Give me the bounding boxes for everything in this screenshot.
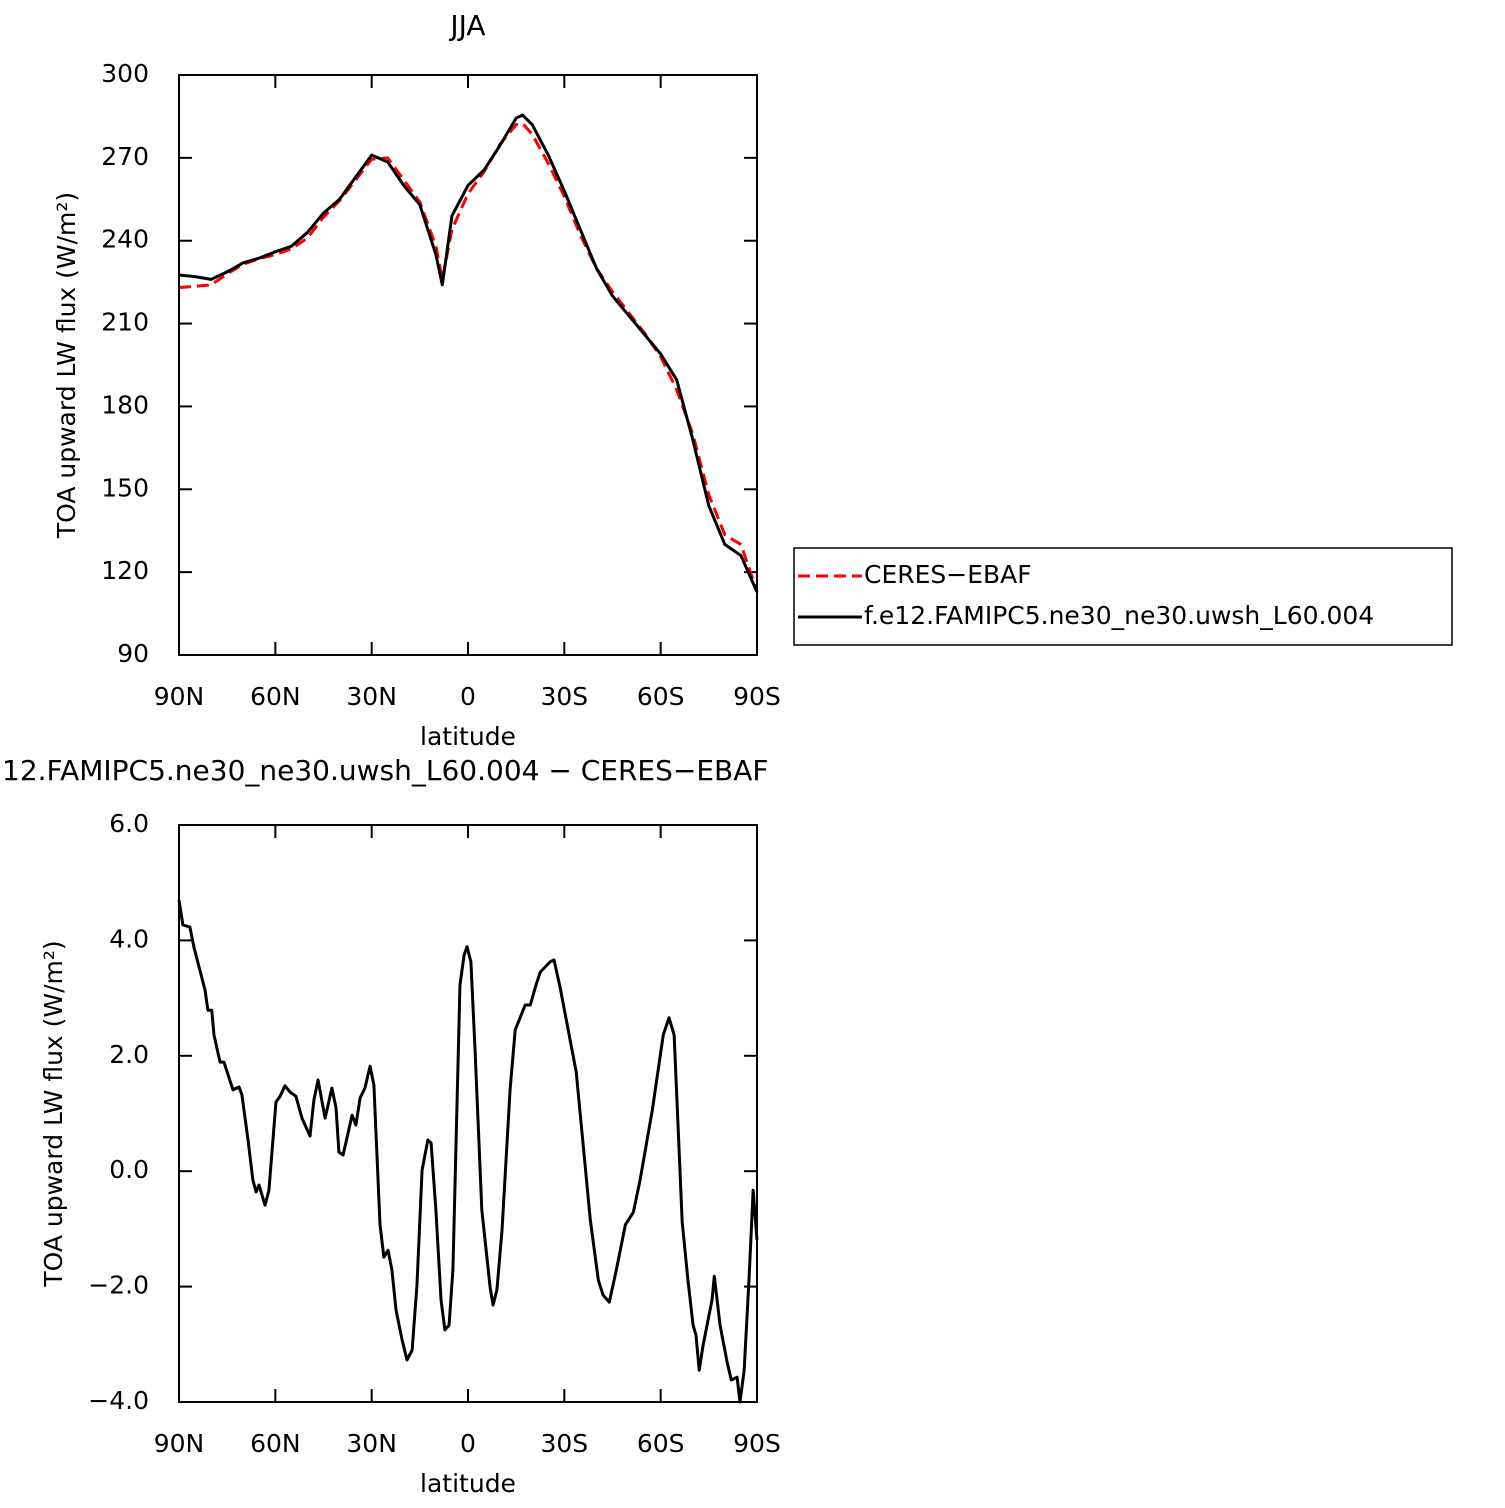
y-tick-label: 210 <box>101 308 149 337</box>
plot-frame <box>178 74 758 656</box>
y-tick-label: 180 <box>101 390 149 419</box>
data-line <box>178 121 759 592</box>
y-tick-label: 90 <box>117 639 149 668</box>
x-tick-label: 60N <box>250 1429 301 1458</box>
x-tick-label: 90S <box>733 1429 781 1458</box>
y-tick-label: −4.0 <box>88 1386 149 1415</box>
x-tick-label: 30N <box>346 1429 397 1458</box>
x-tick-label: 0 <box>460 1429 476 1458</box>
legend-label: CERES−EBAF <box>864 560 1032 589</box>
x-axis-label: latitude <box>420 722 516 751</box>
y-axis-label: TOA upward LW flux (W/m²) <box>52 192 81 539</box>
chart-title: 12.FAMIPC5.ne30_ne30.uwsh_L60.004 − CERE… <box>2 754 769 787</box>
y-tick-label: 4.0 <box>109 924 149 953</box>
y-tick-label: 120 <box>101 556 149 585</box>
plot-frame <box>178 824 758 1403</box>
y-tick-label: 2.0 <box>109 1040 149 1069</box>
x-axis-label: latitude <box>420 1469 516 1498</box>
y-tick-label: 150 <box>101 473 149 502</box>
x-tick-label: 90N <box>154 1429 205 1458</box>
x-tick-label: 60S <box>637 1429 685 1458</box>
x-tick-label: 30S <box>540 682 588 711</box>
chart-title: JJA <box>448 9 485 42</box>
legend: CERES−EBAF f.e12.FAMIPC5.ne30_ne30.uwsh_L… <box>793 547 1453 646</box>
y-tick-label: 6.0 <box>109 809 149 838</box>
x-tick-label: 90N <box>154 682 205 711</box>
legend-box <box>793 547 1453 646</box>
y-tick-label: 270 <box>101 142 149 171</box>
y-tick-label: 240 <box>101 225 149 254</box>
data-line <box>177 899 759 1404</box>
y-tick-label: 300 <box>101 59 149 88</box>
y-tick-label: −2.0 <box>88 1271 149 1300</box>
x-tick-label: 30S <box>540 1429 588 1458</box>
x-tick-label: 0 <box>460 682 476 711</box>
y-axis-label: TOA upward LW flux (W/m²) <box>39 940 68 1287</box>
x-tick-label: 30N <box>346 682 397 711</box>
data-line <box>178 113 759 593</box>
x-tick-label: 90S <box>733 682 781 711</box>
x-tick-label: 60N <box>250 682 301 711</box>
y-tick-label: 0.0 <box>109 1155 149 1184</box>
legend-label: f.e12.FAMIPC5.ne30_ne30.uwsh_L60.004 <box>864 601 1374 630</box>
x-tick-label: 60S <box>637 682 685 711</box>
